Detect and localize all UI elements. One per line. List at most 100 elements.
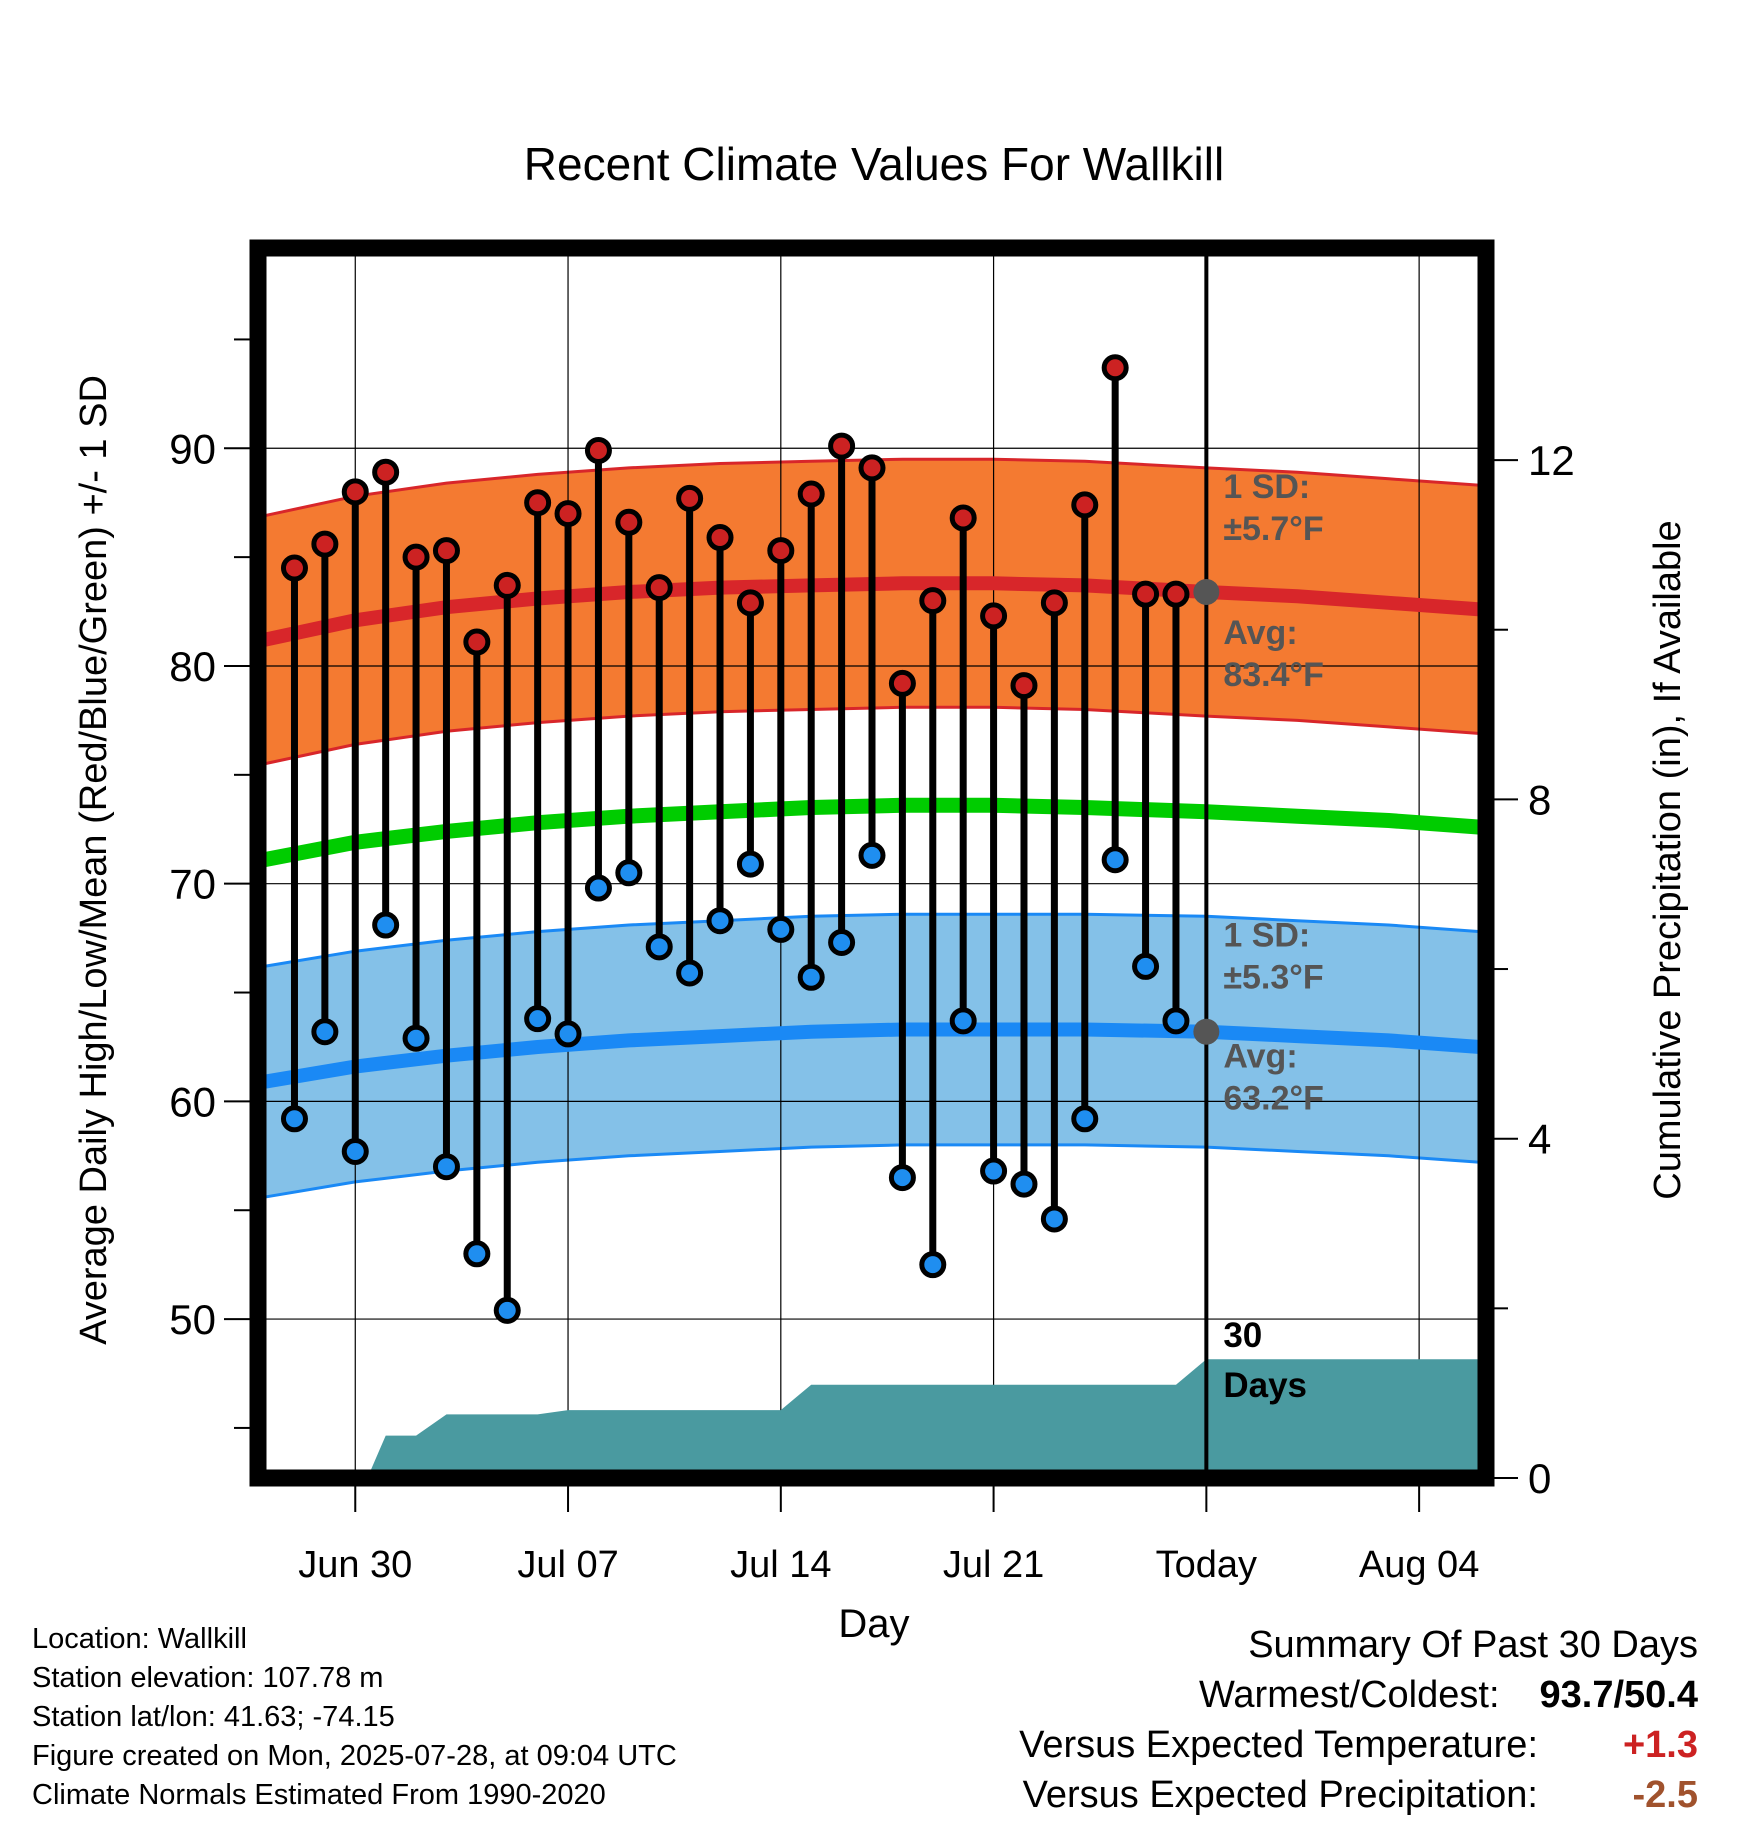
precip-anomaly-value: -2.5	[1632, 1774, 1698, 1816]
daily-high-point	[1132, 580, 1160, 608]
temp-anomaly-value: +1.3	[1622, 1724, 1698, 1766]
y-axis-label: Average Daily High/Low/Mean (Red/Blue/Gr…	[73, 375, 115, 1345]
daily-high-point	[1071, 491, 1099, 519]
summary-panel: Summary Of Past 30 Days Warmest/Coldest:…	[1019, 1620, 1698, 1820]
station-info: Location: Wallkill Station elevation: 10…	[32, 1620, 677, 1815]
daily-low-point	[828, 928, 856, 956]
y2-axis-label: Cumulative Precipitation (in), If Availa…	[1647, 520, 1689, 1199]
low-sd-upper-edge	[263, 912, 1481, 968]
high-avg-label: Avg:	[1223, 614, 1297, 652]
daily-high-point	[1162, 580, 1190, 608]
daily-low-point	[736, 850, 764, 878]
low-sd-label: 1 SD:	[1223, 916, 1310, 954]
daily-low-point	[402, 1024, 430, 1052]
daily-high-point	[706, 524, 734, 552]
plot-frame	[249, 239, 1495, 1487]
daily-high-point	[341, 478, 369, 506]
plot-area: 1 SD: ±5.7°F Avg: 83.4°F 1 SD: ±5.3°F Avg: 63.2…	[169, 239, 1575, 1586]
plot-clipped	[258, 248, 1486, 1478]
normal-mean-line	[262, 797, 1481, 868]
daily-low-point	[341, 1137, 369, 1165]
x-tick-label: Aug 04	[1359, 1544, 1479, 1586]
daily-low-point	[584, 874, 612, 902]
daily-high-point	[645, 574, 673, 602]
temp-anomaly-label: Versus Expected Temperature:	[1019, 1724, 1538, 1766]
normal-high-line	[262, 576, 1481, 647]
precip-label-days: Days	[1223, 1366, 1307, 1405]
daily-high-point	[797, 480, 825, 508]
daily-low-point	[463, 1240, 491, 1268]
daily-high-point	[524, 489, 552, 517]
elevation-text: Station elevation: 107.78 m	[32, 1662, 384, 1694]
warm-cold-row: Warmest/Coldest: 93.7/50.4	[1019, 1670, 1698, 1720]
daily-high-point	[1040, 589, 1068, 617]
y2-tick-label: 0	[1528, 1455, 1551, 1502]
daily-low-point	[949, 1007, 977, 1035]
y-tick-label: 90	[169, 425, 216, 472]
warm-cold-value: 93.7/50.4	[1539, 1674, 1698, 1716]
cumulative-precip-area	[367, 1359, 1480, 1478]
daily-high-point	[554, 500, 582, 528]
temp-anomaly-row: Versus Expected Temperature: +1.3	[1019, 1720, 1698, 1770]
daily-low-point	[1132, 952, 1160, 980]
daily-low-point	[1101, 846, 1129, 874]
daily-high-point	[432, 537, 460, 565]
normal-low-line	[262, 1022, 1481, 1089]
x-tick-label: Jun 30	[298, 1544, 412, 1586]
daily-high-point	[858, 454, 886, 482]
x-tick-label: Jul 07	[517, 1544, 618, 1586]
precip-anomaly-row: Versus Expected Precipitation: -2.5	[1019, 1770, 1698, 1820]
daily-high-point	[919, 587, 947, 615]
daily-high-point	[1010, 672, 1038, 700]
y-tick-label: 50	[169, 1296, 216, 1343]
x-axis-label: Day	[838, 1602, 909, 1646]
daily-low-point	[280, 1105, 308, 1133]
daily-low-point	[432, 1153, 460, 1181]
daily-high-point	[736, 589, 764, 617]
daily-low-point	[888, 1164, 916, 1192]
daily-low-point	[1010, 1170, 1038, 1198]
y-tick-label: 70	[169, 861, 216, 908]
daily-high-point	[493, 571, 521, 599]
high-sd-lower-edge	[263, 705, 1481, 766]
daily-high-point	[949, 504, 977, 532]
today-normal-high-marker	[1193, 578, 1220, 605]
daily-low-point	[676, 959, 704, 987]
daily-low-point	[1162, 1007, 1190, 1035]
low-sd-lower-edge	[263, 1143, 1481, 1199]
daily-low-point	[767, 915, 795, 943]
today-normal-low-marker	[1193, 1018, 1220, 1045]
daily-high-point	[280, 554, 308, 582]
summary-title: Summary Of Past 30 Days	[1248, 1624, 1698, 1666]
daily-high-point	[828, 432, 856, 460]
location-text: Location: Wallkill	[32, 1623, 247, 1655]
daily-low-point	[1040, 1205, 1068, 1233]
x-tick-label: Jul 21	[943, 1544, 1044, 1586]
daily-low-point	[311, 1018, 339, 1046]
y-tick-label: 80	[169, 643, 216, 690]
daily-high-point	[1101, 354, 1129, 382]
y2-tick-label: 12	[1528, 437, 1575, 484]
high-avg-value: 83.4°F	[1223, 656, 1324, 694]
daily-low-point	[1071, 1105, 1099, 1133]
daily-low-point	[706, 907, 734, 935]
daily-high-point	[402, 543, 430, 571]
daily-high-point	[463, 628, 491, 656]
y2-tick-label: 8	[1528, 776, 1551, 823]
y2-tick-label: 4	[1528, 1116, 1551, 1163]
high-sd-label: 1 SD:	[1223, 468, 1310, 506]
daily-low-point	[645, 933, 673, 961]
daily-low-point	[919, 1251, 947, 1279]
precip-label-30: 30	[1223, 1316, 1262, 1355]
daily-low-point	[524, 1005, 552, 1033]
normals-text: Climate Normals Estimated From 1990-2020	[32, 1779, 606, 1811]
daily-high-point	[888, 669, 916, 697]
daily-high-point	[767, 537, 795, 565]
daily-high-point	[311, 530, 339, 558]
daily-low-point	[372, 911, 400, 939]
chart-title: Recent Climate Values For Wallkill	[524, 138, 1224, 190]
daily-high-point	[615, 508, 643, 536]
daily-low-point	[554, 1020, 582, 1048]
